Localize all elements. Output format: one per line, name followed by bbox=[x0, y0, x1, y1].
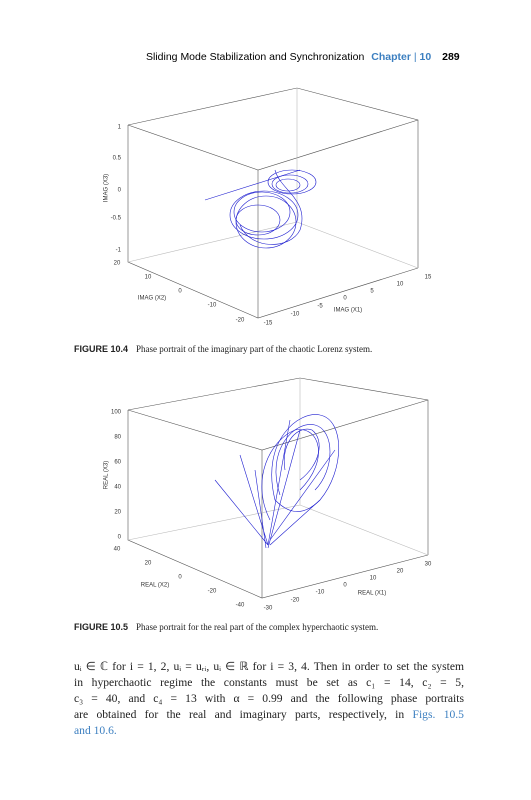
running-header: Sliding Mode Stabilization and Synchroni… bbox=[146, 51, 460, 63]
x1-tick-label: 0 bbox=[343, 583, 347, 589]
z-tick-label: 80 bbox=[114, 435, 121, 441]
x2-tick-label: -20 bbox=[236, 318, 245, 324]
trajectory bbox=[204, 169, 317, 249]
caption-label: FIGURE 10.5 bbox=[74, 622, 129, 632]
trajectory bbox=[214, 414, 339, 549]
x1-tick-label: 20 bbox=[397, 569, 404, 575]
x1-tick-label: 5 bbox=[370, 289, 374, 295]
caption-text: Phase portrait of the imaginary part of … bbox=[136, 344, 373, 354]
z-axis-label: REAL (X3) bbox=[104, 461, 110, 489]
body-text: uᵢ ∈ ℂ for i = 1, 2, uᵢ = uᵣᵢ, uᵢ ∈ ℝ fo… bbox=[74, 659, 464, 739]
x1-tick-label: -5 bbox=[317, 304, 323, 310]
x2-tick-label: 40 bbox=[114, 547, 121, 553]
x2-tick-label: 0 bbox=[178, 575, 182, 581]
x2-axis-label: REAL (X2) bbox=[141, 583, 169, 589]
figure-caption: FIGURE 10.4 Phase portrait of the imagina… bbox=[74, 344, 372, 354]
z-tick-label: 1 bbox=[118, 125, 122, 131]
page-number: 289 bbox=[442, 51, 460, 63]
text-line: in hyperchaotic regime the constants mus… bbox=[74, 676, 464, 689]
plot-box bbox=[127, 87, 419, 319]
plot-box bbox=[127, 377, 429, 599]
x1-tick-label: 10 bbox=[370, 576, 377, 582]
figure-2-labels: 100 80 60 40 20 0 REAL (X3) 40 20 0 -20 … bbox=[104, 410, 432, 612]
caption-label: FIGURE 10.4 bbox=[74, 344, 129, 354]
x1-tick-label: -10 bbox=[316, 590, 325, 596]
x1-tick-label: 15 bbox=[425, 275, 432, 281]
x1-axis-label: IMAG (X1) bbox=[334, 308, 362, 314]
x1-tick-label: -15 bbox=[264, 321, 273, 327]
figure-link[interactable]: and 10.6. bbox=[74, 724, 117, 737]
text-line: are obtained for the real and imaginary … bbox=[74, 707, 464, 723]
x2-tick-label: -40 bbox=[236, 603, 245, 609]
figure-link[interactable]: Figs. 10.5 bbox=[412, 708, 464, 721]
z-tick-label: 20 bbox=[114, 510, 121, 516]
separator: | bbox=[413, 51, 417, 63]
z-tick-label: 100 bbox=[111, 410, 122, 416]
text-line: and 10.6. bbox=[74, 723, 464, 739]
chapter-number: 10 bbox=[419, 51, 432, 63]
text-line: uᵢ ∈ ℂ for i = 1, 2, uᵢ = uᵣᵢ, uᵢ ∈ ℝ fo… bbox=[74, 660, 464, 673]
header-title: Sliding Mode Stabilization and Synchroni… bbox=[146, 51, 365, 63]
x2-tick-label: 10 bbox=[145, 275, 152, 281]
z-tick-label: 40 bbox=[114, 485, 121, 491]
chapter-word: Chapter bbox=[371, 51, 411, 63]
z-tick-label: 0 bbox=[118, 535, 122, 541]
z-tick-label: 60 bbox=[114, 460, 121, 466]
text-span: are obtained for the real and imaginary … bbox=[74, 708, 405, 721]
x1-tick-label: 30 bbox=[425, 562, 432, 568]
x2-tick-label: 0 bbox=[178, 289, 182, 295]
x1-axis-label: REAL (X1) bbox=[358, 591, 386, 597]
caption-text: Phase portrait for the real part of the … bbox=[136, 622, 379, 632]
x1-tick-label: -10 bbox=[291, 312, 300, 318]
x1-tick-label: 10 bbox=[397, 282, 404, 288]
x1-tick-label: -30 bbox=[264, 606, 273, 612]
x1-tick-label: 0 bbox=[343, 296, 347, 302]
x2-tick-label: 20 bbox=[145, 561, 152, 567]
figure-caption: FIGURE 10.5 Phase portrait for the real p… bbox=[74, 622, 378, 632]
z-axis-label: IMAG (X3) bbox=[104, 174, 110, 202]
x1-tick-label: -20 bbox=[291, 598, 300, 604]
x2-axis-label: IMAG (X2) bbox=[138, 296, 166, 302]
z-tick-label: 0.5 bbox=[113, 156, 122, 162]
x2-tick-label: 20 bbox=[114, 261, 121, 267]
figure-1-labels: 1 0.5 0 -0.5 -1 IMAG (X3) 20 10 0 -10 -2… bbox=[104, 125, 432, 327]
z-tick-label: 0 bbox=[118, 188, 122, 194]
text-line: c₃ = 40, and c₄ = 13 with α = 0.99 and t… bbox=[74, 692, 464, 705]
z-tick-label: -1 bbox=[116, 248, 122, 254]
x2-tick-label: -10 bbox=[208, 303, 217, 309]
z-tick-label: -0.5 bbox=[111, 216, 122, 222]
x2-tick-label: -20 bbox=[208, 589, 217, 595]
